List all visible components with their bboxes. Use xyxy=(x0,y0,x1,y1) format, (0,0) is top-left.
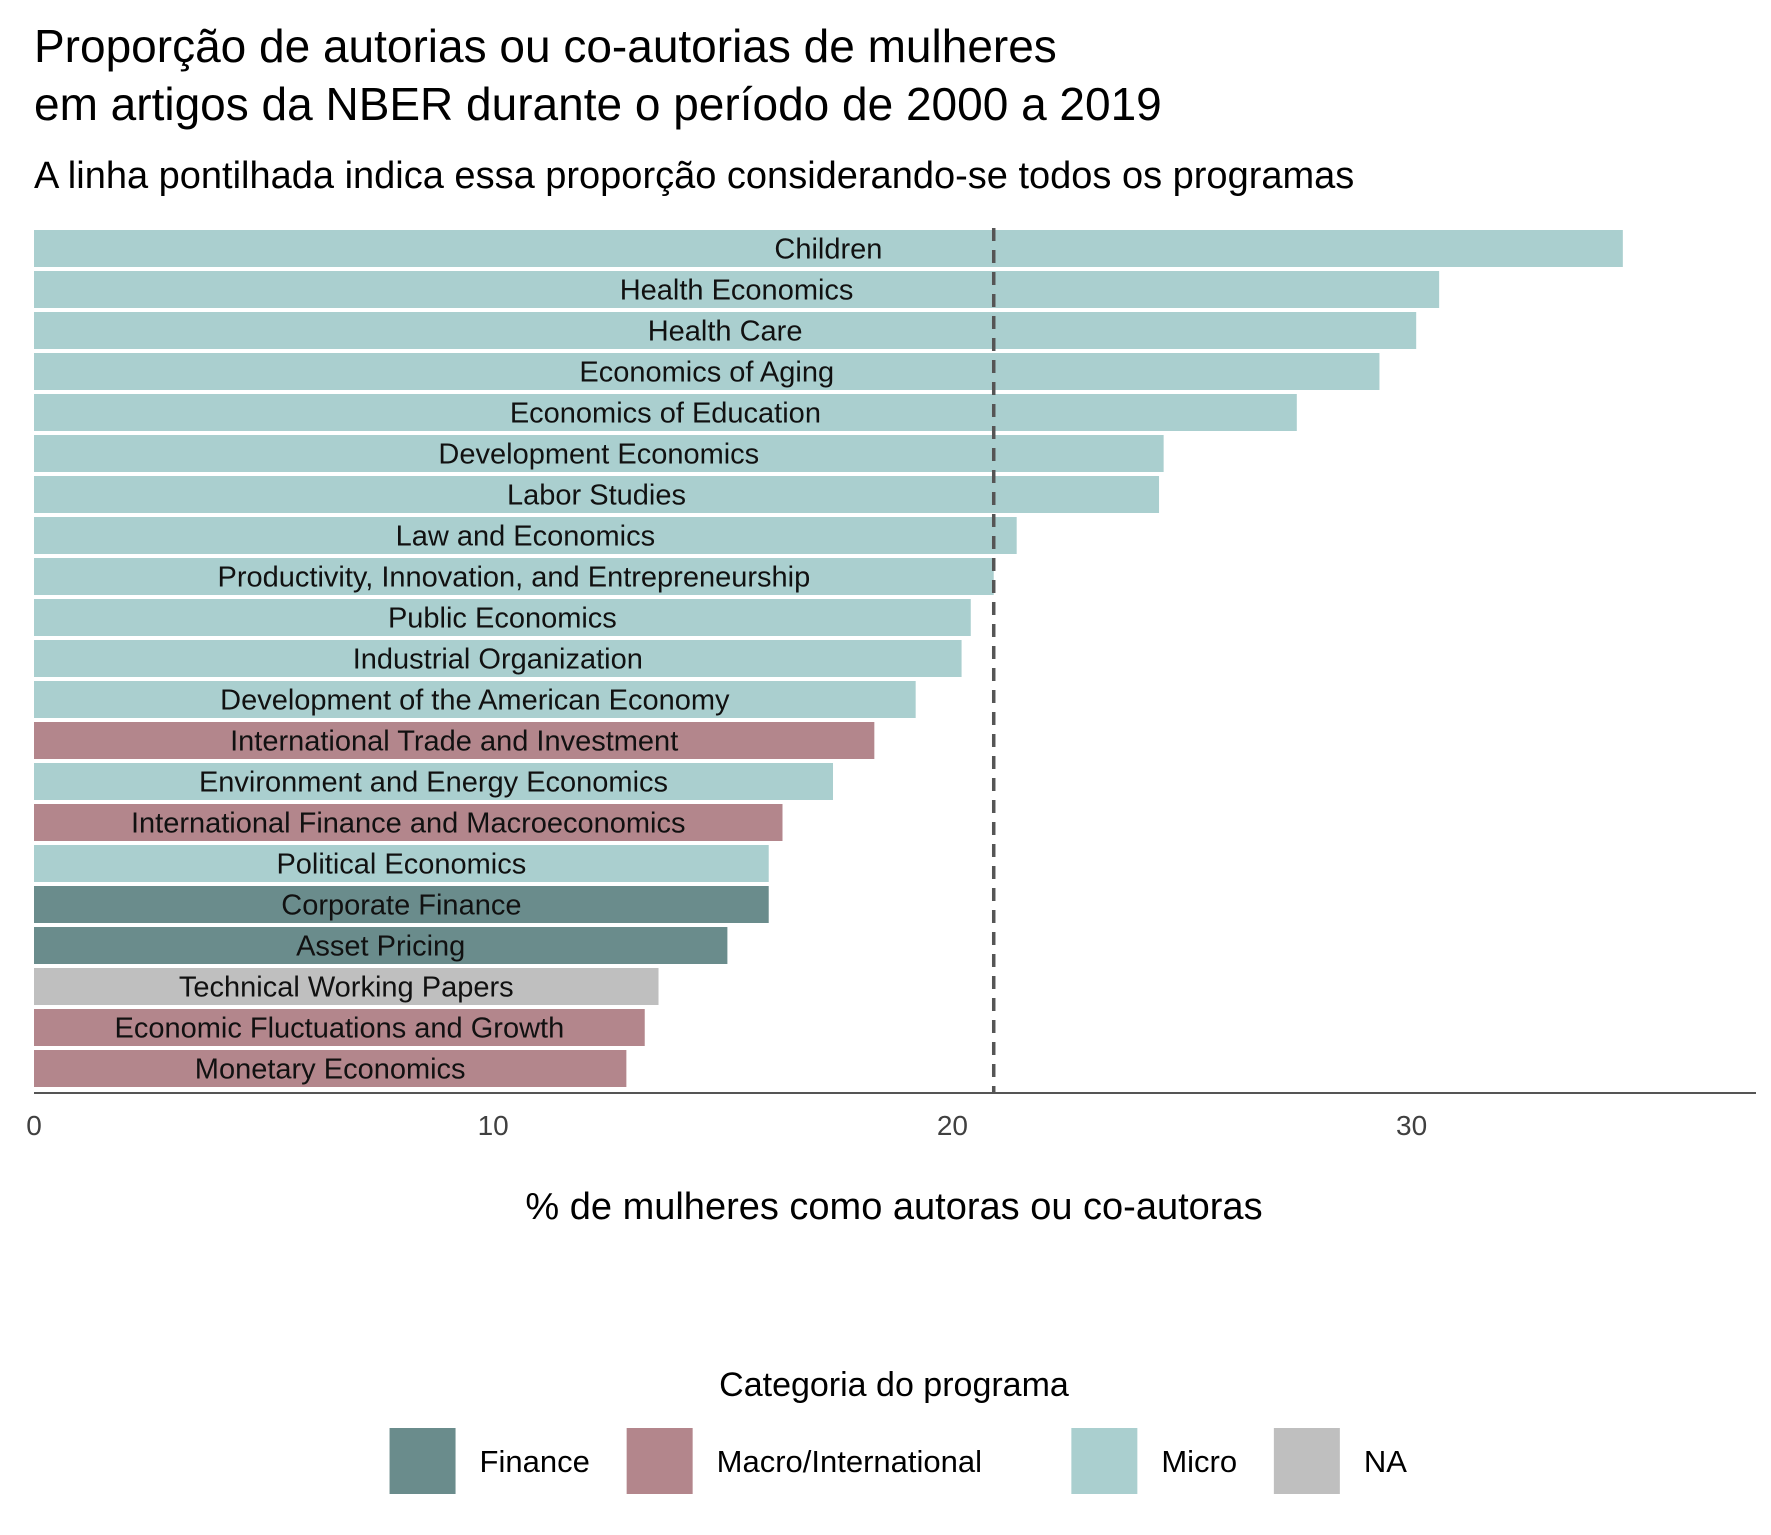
legend: Finance Macro/International Micro NA xyxy=(389,1428,1407,1494)
bar xyxy=(34,599,971,636)
bar-label: Economics of Aging xyxy=(579,357,834,389)
bar-label: Monetary Economics xyxy=(195,1054,466,1086)
legend-label: Finance xyxy=(480,1444,590,1479)
bar-label: Labor Studies xyxy=(507,480,686,512)
x-tick-label: 0 xyxy=(26,1110,42,1141)
bar-label: Political Economics xyxy=(276,849,526,881)
bar xyxy=(34,435,1164,472)
x-tick-label: 20 xyxy=(937,1110,968,1141)
legend-label: NA xyxy=(1364,1444,1407,1479)
bar xyxy=(34,804,783,841)
chart-subtitle: A linha pontilhada indica essa proporção… xyxy=(34,155,1354,197)
bar xyxy=(34,763,834,800)
bar-label: Economic Fluctuations and Growth xyxy=(115,1013,565,1045)
bar xyxy=(34,845,769,882)
bar xyxy=(34,312,1417,349)
legend-key xyxy=(1071,1428,1138,1494)
legend-title: Categoria do programa xyxy=(719,1366,1069,1404)
bar xyxy=(34,353,1380,390)
legend-label: Micro xyxy=(1161,1444,1237,1479)
bar xyxy=(34,1009,645,1046)
bar-label: International Finance and Macroeconomics xyxy=(131,808,686,840)
x-tick-label: 10 xyxy=(478,1110,509,1141)
bar xyxy=(34,681,916,718)
bar-label: Development Economics xyxy=(438,439,759,471)
bar-label: Asset Pricing xyxy=(296,931,465,963)
x-ticks-layer: 0 10 20 30 xyxy=(26,1110,1427,1141)
bars-layer xyxy=(34,230,1623,1087)
bar xyxy=(34,640,962,677)
bar xyxy=(34,230,1623,267)
bar xyxy=(34,968,659,1005)
bar xyxy=(34,1050,627,1087)
chart-title-line1: Proporção de autorias ou co-autorias de … xyxy=(34,20,1057,72)
bar xyxy=(34,927,728,964)
bar-label: Children xyxy=(774,234,882,266)
bar xyxy=(34,558,994,595)
legend-key xyxy=(389,1428,456,1494)
bar-label: Health Economics xyxy=(620,275,854,307)
bar-label: International Trade and Investment xyxy=(230,726,678,758)
x-tick-label: 30 xyxy=(1396,1110,1427,1141)
x-axis-title: % de mulheres como autoras ou co-autoras xyxy=(525,1186,1262,1228)
bar-label: Health Care xyxy=(648,316,803,348)
bar-labels-layer: Children Health Economics Health Care Econo… xyxy=(115,234,883,1086)
bar-label: Corporate Finance xyxy=(281,890,521,922)
bar-label: Public Economics xyxy=(388,603,617,635)
bar-label: Technical Working Papers xyxy=(179,972,514,1004)
legend-key xyxy=(1273,1428,1340,1494)
bar-label: Environment and Energy Economics xyxy=(199,767,668,799)
bar xyxy=(34,722,875,759)
legend-label: Macro/International xyxy=(717,1444,982,1479)
bar xyxy=(34,476,1160,513)
bar-label: Law and Economics xyxy=(396,521,656,553)
bar-label: Industrial Organization xyxy=(353,644,643,676)
bar-label: Productivity, Innovation, and Entreprene… xyxy=(218,562,811,594)
bar xyxy=(34,271,1440,308)
bar-label: Development of the American Economy xyxy=(220,685,730,717)
bar-label: Economics of Education xyxy=(510,398,821,430)
bar xyxy=(34,517,1017,554)
bar xyxy=(34,886,769,923)
chart-title-line2: em artigos da NBER durante o período de … xyxy=(34,78,1162,130)
legend-key xyxy=(626,1428,693,1494)
bar xyxy=(34,394,1297,431)
